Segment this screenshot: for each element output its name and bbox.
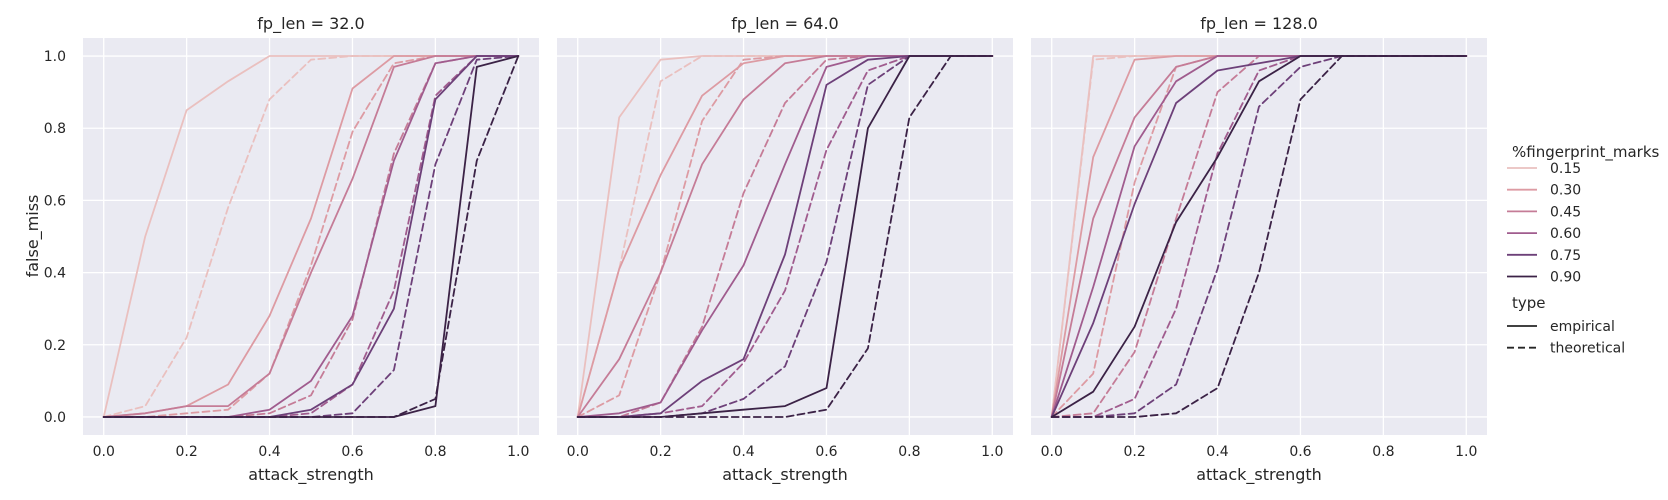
x-tick-label: 0.2	[1124, 444, 1146, 460]
legend-label: 0.60	[1550, 226, 1581, 242]
y-tick-label: 0.6	[44, 193, 66, 209]
x-tick-label: 1.0	[1455, 444, 1477, 460]
legend-hue-entries: 0.15 0.30 0.45 0.60 0.75 0.90	[1507, 161, 1581, 286]
x-tick-label: 0.2	[176, 444, 198, 460]
x-tick-label: 0.0	[1041, 444, 1063, 460]
x-tick-label: 0.4	[732, 444, 754, 460]
x-axis-label-2: attack_strength	[722, 465, 848, 485]
y-tick-label: 0.8	[44, 121, 66, 137]
x-tick-label: 0.8	[1372, 444, 1394, 460]
y-tick-labels-1: 0.0 0.2 0.4 0.6 0.8 1.0	[44, 49, 66, 426]
x-tick-label: 0.6	[341, 444, 363, 460]
legend-hue-title: %fingerprint_marks	[1512, 143, 1660, 162]
legend-style-entries: empirical theoretical	[1507, 319, 1625, 357]
legend-style-title: type	[1512, 294, 1546, 312]
legend-label: empirical	[1550, 319, 1615, 335]
panel-fp-len-32: 0.0 0.2 0.4 0.6 0.8 1.0 0.0 0.2 0.4 0.6 0.8 1.0 fp…	[23, 14, 539, 485]
series-line-090-theoretical	[1050, 55, 1468, 418]
legend-label: 0.30	[1550, 183, 1581, 199]
series-group-2	[576, 55, 994, 418]
panel-title-1: fp_len = 32.0	[257, 14, 364, 34]
panel-fp-len-64: 0.0 0.2 0.4 0.6 0.8 1.0 fp_len = 64.0 attack_…	[557, 14, 1013, 485]
y-tick-label: 1.0	[44, 49, 66, 65]
legend-label: 0.15	[1550, 161, 1581, 177]
panel-title-3: fp_len = 128.0	[1200, 14, 1318, 34]
y-tick-label: 0.4	[44, 266, 66, 282]
series-line-015-theoretical	[102, 55, 520, 418]
x-tick-label: 0.0	[93, 444, 115, 460]
x-tick-label: 0.6	[815, 444, 837, 460]
series-group-3	[1050, 55, 1468, 418]
series-line-090-theoretical	[576, 55, 994, 418]
x-tick-label: 0.4	[1206, 444, 1228, 460]
series-line-045-empirical	[102, 55, 520, 418]
legend-label: 0.90	[1550, 270, 1581, 286]
x-tick-label: 0.6	[1289, 444, 1311, 460]
x-tick-labels-1: 0.0 0.2 0.4 0.6 0.8 1.0	[93, 444, 530, 460]
panel-title-2: fp_len = 64.0	[731, 14, 838, 34]
y-tick-label: 0.2	[44, 338, 66, 354]
x-tick-labels-3: 0.0 0.2 0.4 0.6 0.8 1.0	[1041, 444, 1478, 460]
legend: %fingerprint_marks 0.150.300.450.600.750…	[1507, 143, 1660, 357]
x-tick-label: 0.2	[650, 444, 672, 460]
legend-label: theoretical	[1550, 341, 1625, 357]
series-line-090-theoretical	[102, 55, 520, 418]
x-axis-label-3: attack_strength	[1196, 465, 1322, 485]
plot-area-1	[83, 38, 539, 435]
x-tick-label: 0.8	[424, 444, 446, 460]
y-tick-label: 0.0	[44, 410, 66, 426]
x-tick-label: 0.4	[258, 444, 280, 460]
x-tick-labels-2: 0.0 0.2 0.4 0.6 0.8 1.0	[567, 444, 1004, 460]
legend-label: 0.45	[1550, 204, 1581, 220]
plot-area-3	[1031, 38, 1487, 435]
x-axis-label-1: attack_strength	[248, 465, 374, 485]
y-axis-label: false_miss	[23, 195, 43, 278]
x-tick-label: 0.8	[898, 444, 920, 460]
series-line-060-theoretical	[1050, 55, 1468, 418]
series-group-1	[102, 55, 520, 418]
x-tick-label: 1.0	[507, 444, 529, 460]
panel-fp-len-128: 0.0 0.2 0.4 0.6 0.8 1.0 fp_len = 128.0 attack…	[1031, 14, 1487, 485]
x-tick-label: 0.0	[567, 444, 589, 460]
x-tick-label: 1.0	[981, 444, 1003, 460]
legend-label: 0.75	[1550, 248, 1581, 264]
